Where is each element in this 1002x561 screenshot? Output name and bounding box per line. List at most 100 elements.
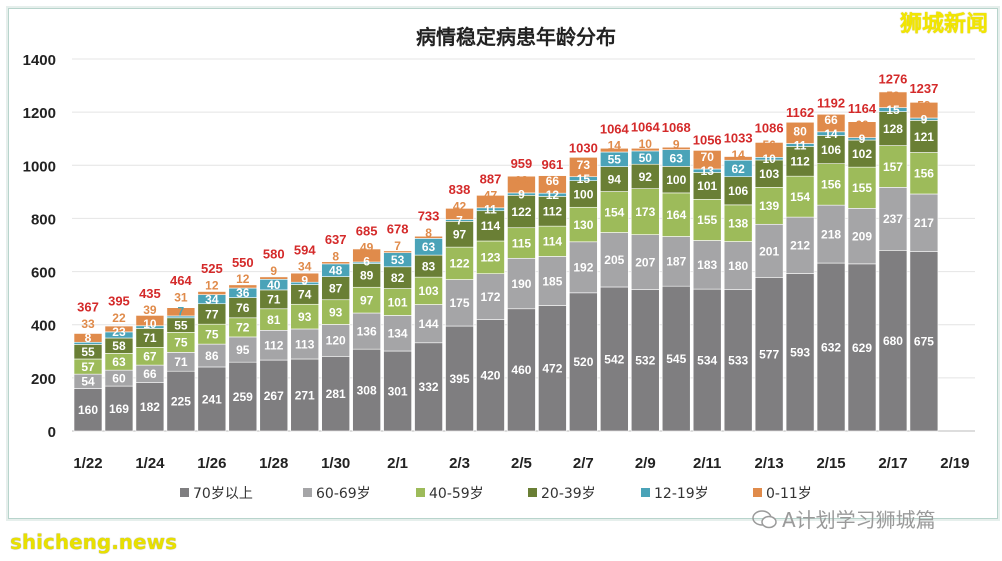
segment-label: 15: [577, 172, 591, 186]
watermark-top: 狮城新闻: [899, 12, 988, 37]
total-label: 1276: [878, 72, 907, 87]
segment-label: 472: [542, 362, 562, 376]
segment-label: 155: [697, 213, 717, 227]
total-label: 1192: [817, 96, 845, 111]
bar-segment-20-39岁: [661, 166, 691, 194]
segment-label: 63: [515, 173, 529, 187]
bar-segment-70岁以上: [197, 366, 227, 432]
bar-segment-70岁以上: [73, 388, 103, 432]
y-tick-label: 1000: [23, 158, 56, 175]
bar-segment-0-11岁: [476, 195, 505, 209]
bar-segment-70岁以上: [785, 273, 815, 432]
segment-label: 72: [236, 321, 250, 335]
bar-segment-0-11岁: [414, 235, 443, 239]
segment-label: 70: [701, 150, 715, 164]
segment-label: 542: [604, 352, 624, 366]
x-tick-label: 2/19: [940, 455, 969, 472]
segment-label: 10: [639, 137, 653, 151]
segment-label: 76: [236, 301, 250, 315]
bar-segment-0-11岁: [383, 250, 412, 254]
segment-label: 534: [697, 353, 717, 367]
bar-segment-20-39岁: [538, 196, 567, 227]
segment-label: 101: [697, 179, 717, 193]
segment-label: 67: [143, 350, 157, 364]
segment-label: 63: [112, 355, 126, 369]
segment-label: 23: [112, 325, 126, 339]
segment-label: 9: [921, 113, 928, 127]
legend-label: 70岁以上: [193, 486, 253, 502]
bar-segment-60-69岁: [321, 324, 350, 357]
segment-label: 97: [360, 293, 374, 307]
bar-segment-0-11岁: [290, 272, 320, 283]
y-tick-label: 400: [31, 318, 56, 335]
segment-label: 301: [388, 384, 408, 398]
segment-label: 632: [821, 340, 841, 354]
total-label: 637: [325, 232, 347, 247]
segment-label: 156: [914, 167, 934, 181]
x-tick-label: 2/9: [635, 455, 656, 472]
bar-segment-60-69岁: [847, 208, 877, 265]
segment-label: 33: [81, 317, 95, 331]
total-label: 550: [232, 255, 254, 270]
segment-label: 36: [236, 286, 250, 300]
bar-segment-70岁以上: [383, 350, 412, 432]
segment-label: 144: [419, 317, 439, 331]
total-label: 435: [139, 286, 161, 301]
segment-label: 172: [480, 290, 500, 304]
bar-segment-0-11岁: [847, 121, 877, 138]
bar-segment-40-59岁: [692, 198, 722, 241]
bar-segment-0-11岁: [569, 157, 598, 178]
segment-label: 106: [821, 143, 841, 157]
y-tick-label: 1200: [23, 105, 56, 122]
segment-label: 54: [81, 375, 95, 389]
segment-label: 56: [762, 138, 776, 152]
segment-label: 12: [205, 279, 219, 293]
segment-label: 281: [326, 387, 346, 401]
segment-label: 63: [670, 151, 684, 165]
segment-label: 82: [391, 271, 405, 285]
bar-segment-0-11岁: [785, 121, 815, 144]
segment-label: 11: [484, 203, 497, 217]
bar-segment-0-11岁: [197, 291, 227, 295]
segment-label: 47: [484, 189, 498, 203]
segment-label: 180: [728, 259, 748, 273]
segment-label: 57: [81, 360, 95, 374]
total-label: 464: [170, 273, 192, 288]
total-label: 887: [480, 171, 502, 186]
bar-segment-60-69岁: [692, 240, 722, 290]
segment-label: 460: [511, 363, 531, 377]
bar-segment-70岁以上: [259, 359, 289, 432]
segment-label: 103: [759, 167, 779, 181]
bar-segment-70岁以上: [166, 370, 196, 432]
segment-label: 332: [419, 380, 439, 394]
segment-label: 173: [635, 205, 655, 219]
bar-segment-60-69岁: [785, 216, 815, 274]
legend-label: 12-19岁: [654, 486, 709, 502]
bar-segment-20-39岁: [630, 163, 660, 189]
segment-label: 66: [824, 113, 838, 127]
segment-label: 112: [543, 205, 563, 219]
x-tick-label: 1/26: [197, 455, 226, 472]
bar-segment-20-39岁: [754, 159, 784, 188]
bar-segment-70岁以上: [321, 356, 350, 432]
legend-swatch: [753, 488, 762, 497]
segment-label: 138: [728, 217, 748, 231]
segment-label: 157: [883, 160, 903, 174]
segment-label: 533: [728, 354, 748, 368]
x-tick-label: 1/30: [321, 455, 350, 472]
segment-label: 87: [329, 281, 343, 295]
total-label: 594: [294, 242, 316, 257]
bar-segment-40-59岁: [569, 206, 598, 243]
bar-segment-20-39岁: [878, 111, 908, 146]
segment-label: 66: [546, 174, 560, 188]
x-tick-label: 1/22: [73, 455, 102, 472]
total-label: 1033: [724, 130, 753, 145]
bar-segment-20-39岁: [785, 146, 815, 177]
total-label: 1086: [755, 121, 784, 136]
bar-segment-70岁以上: [661, 285, 691, 432]
segment-label: 39: [143, 303, 157, 317]
segment-label: 102: [852, 147, 872, 161]
bar-segment-0-11岁: [723, 156, 753, 161]
bar-segment-60-69岁: [352, 312, 381, 350]
